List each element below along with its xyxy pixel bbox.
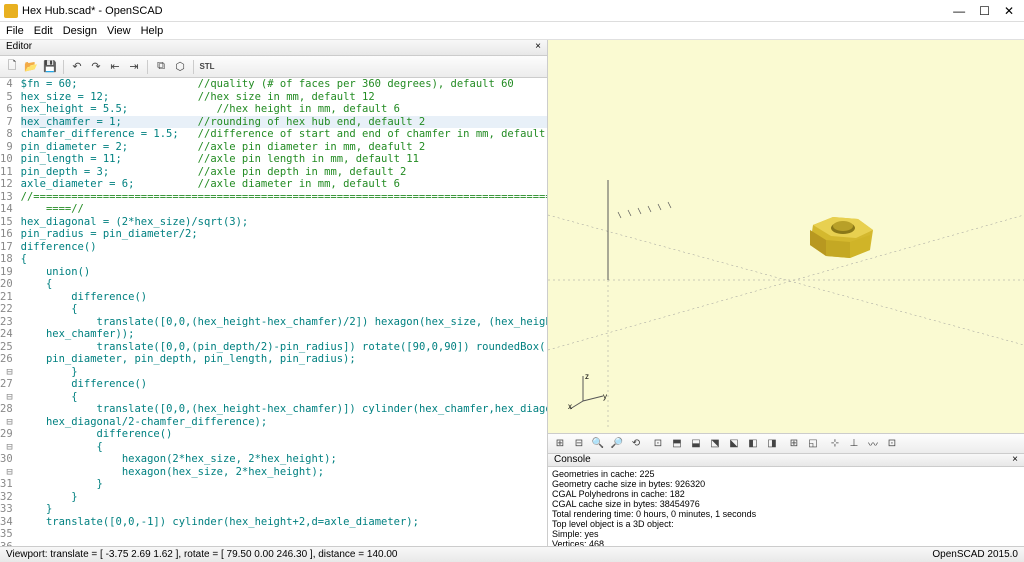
window-buttons: — ☐ ✕ [953,4,1020,18]
line-gutter: 4567891011121314151617181920212223242526… [0,78,17,562]
menu-help[interactable]: Help [141,25,164,37]
y-axis-label: y [603,392,607,401]
statusbar: Viewport: translate = [ -3.75 2.69 1.62 … [0,546,1024,562]
undo-button[interactable]: ↶ [69,59,85,75]
toolbar-sep [147,60,148,74]
redo-button[interactable]: ↷ [88,59,104,75]
vt-b8[interactable]: ⬓ [688,435,704,451]
maximize-button[interactable]: ☐ [979,4,990,18]
save-button[interactable]: 💾 [42,59,58,75]
vt-b5[interactable]: ⟲ [628,435,644,451]
editor-close-icon[interactable]: × [535,41,541,54]
toolbar-sep [63,60,64,74]
vt-b18[interactable]: ⊡ [884,435,900,451]
open-button[interactable]: 📂 [23,59,39,75]
export-stl-button[interactable]: STL [199,59,215,75]
editor-label: Editor [6,41,32,54]
app-icon [4,4,18,18]
vt-b13[interactable]: ⊞ [786,435,802,451]
menu-file[interactable]: File [6,25,24,37]
vt-b15[interactable]: ⊹ [827,435,843,451]
vt-b7[interactable]: ⬒ [669,435,685,451]
3d-viewport[interactable]: z y x [548,40,1024,433]
titlebar: Hex Hub.scad* - OpenSCAD — ☐ ✕ [0,0,1024,22]
preview-button[interactable]: ⧉ [153,59,169,75]
vt-b6[interactable]: ⊡ [650,435,666,451]
vt-b1[interactable]: ⊞ [552,435,568,451]
editor-panel: Editor × 🗋 📂 💾 ↶ ↷ ⇤ ⇥ ⧉ ⬡ STL 456789101… [0,40,548,562]
code-text[interactable]: $fn = 60; //quality (# of faces per 360 … [17,78,547,562]
vt-b11[interactable]: ◧ [745,435,761,451]
axis-indicator: z y x [568,371,608,413]
close-button[interactable]: ✕ [1004,4,1014,18]
status-version: OpenSCAD 2015.0 [932,549,1018,560]
menu-design[interactable]: Design [63,25,97,37]
vt-b2[interactable]: ⊟ [571,435,587,451]
vt-b10[interactable]: ⬕ [726,435,742,451]
console-header: Console × [548,454,1024,467]
vt-b16[interactable]: ⊥ [846,435,862,451]
rendered-object [798,210,888,273]
editor-toolbar: 🗋 📂 💾 ↶ ↷ ⇤ ⇥ ⧉ ⬡ STL [0,56,547,78]
x-axis-label: x [568,402,572,411]
new-button[interactable]: 🗋 [4,59,20,75]
vt-b3[interactable]: 🔍 [590,435,606,451]
indent-button[interactable]: ⇥ [126,59,142,75]
unindent-button[interactable]: ⇤ [107,59,123,75]
vt-b12[interactable]: ◨ [764,435,780,451]
console-close-icon[interactable]: × [1012,454,1018,466]
toolbar-sep [193,60,194,74]
main-area: Editor × 🗋 📂 💾 ↶ ↷ ⇤ ⇥ ⧉ ⬡ STL 456789101… [0,40,1024,562]
3d-scene [548,40,1024,430]
menubar: File Edit Design View Help [0,22,1024,40]
vt-b9[interactable]: ⬔ [707,435,723,451]
menu-view[interactable]: View [107,25,131,37]
console-label: Console [554,454,591,466]
status-viewport: Viewport: translate = [ -3.75 2.69 1.62 … [6,549,397,560]
menu-edit[interactable]: Edit [34,25,53,37]
render-button[interactable]: ⬡ [172,59,188,75]
vt-b17[interactable]: 〰 [865,435,881,451]
window-title: Hex Hub.scad* - OpenSCAD [22,5,953,17]
vt-b4[interactable]: 🔎 [609,435,625,451]
view-toolbar: ⊞ ⊟ 🔍 🔎 ⟲ ⊡ ⬒ ⬓ ⬔ ⬕ ◧ ◨ ⊞ ◱ ⊹ ⊥ 〰 ⊡ [548,433,1024,454]
minimize-button[interactable]: — [953,4,965,18]
editor-header: Editor × [0,40,547,56]
code-editor[interactable]: 4567891011121314151617181920212223242526… [0,78,547,562]
right-panel: z y x ⊞ ⊟ 🔍 🔎 ⟲ ⊡ ⬒ ⬓ ⬔ ⬕ ◧ ◨ ⊞ ◱ ⊹ [548,40,1024,562]
vt-b14[interactable]: ◱ [805,435,821,451]
z-axis-label: z [585,372,589,381]
